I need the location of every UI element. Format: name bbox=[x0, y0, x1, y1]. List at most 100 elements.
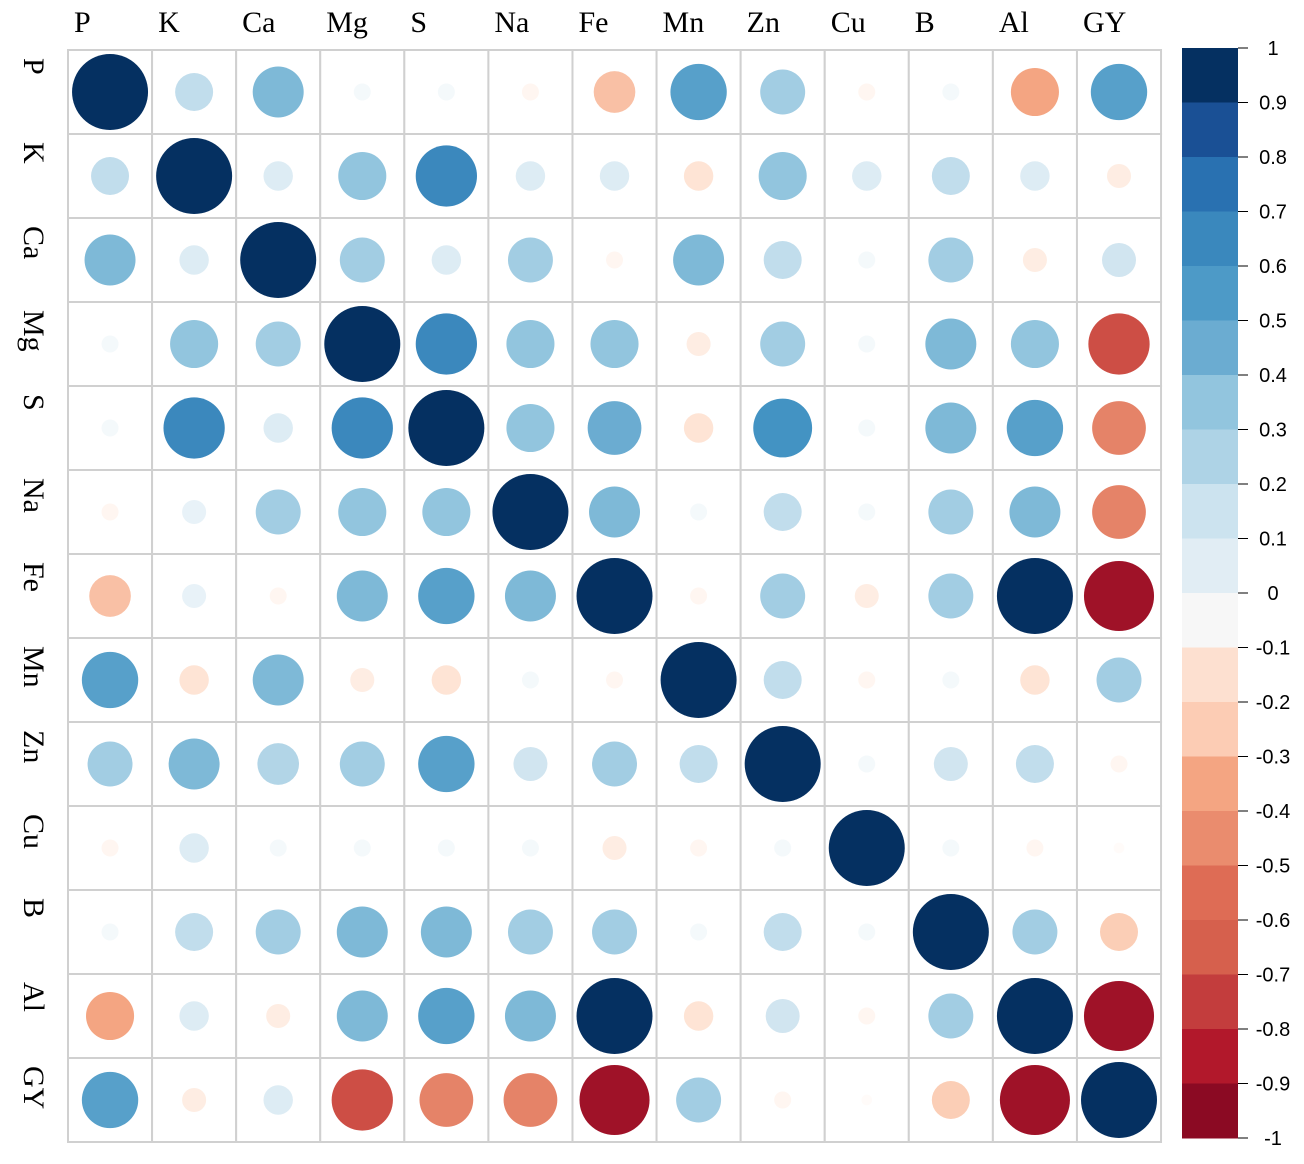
corr-circle-GY-Mn bbox=[676, 1077, 722, 1123]
colorbar-segment bbox=[1182, 320, 1238, 376]
corr-circle-S-K bbox=[163, 397, 225, 459]
corr-circle-B-P bbox=[101, 923, 119, 941]
corr-circle-Mg-Mg bbox=[324, 306, 401, 382]
corr-circle-Mn-Ca bbox=[252, 654, 304, 706]
corr-circle-K-Mn bbox=[683, 161, 714, 191]
corr-circle-Al-Ca bbox=[266, 1003, 291, 1029]
corr-circle-Na-K bbox=[182, 499, 207, 525]
corr-circle-Ca-Mn bbox=[673, 234, 725, 286]
corr-circle-Na-Mg bbox=[338, 487, 387, 537]
corr-circle-P-Fe bbox=[593, 71, 636, 113]
row-label-GY: GY bbox=[17, 1066, 50, 1109]
corr-circle-Fe-B bbox=[928, 573, 974, 619]
corr-circle-Cu-GY bbox=[1113, 842, 1125, 854]
corr-circle-Mg-Zn bbox=[760, 321, 806, 367]
colorbar-tick-label: -0.7 bbox=[1256, 965, 1290, 987]
corr-circle-Zn-Na bbox=[513, 747, 548, 781]
corr-circle-Na-Na bbox=[492, 474, 569, 550]
row-label-Mg: Mg bbox=[17, 310, 50, 352]
corr-circle-GY-Cu bbox=[861, 1094, 873, 1106]
corr-circle-K-Mg bbox=[338, 151, 387, 201]
corr-circle-Al-Mn bbox=[683, 1001, 714, 1031]
colorbar-tick-label: -0.6 bbox=[1256, 910, 1290, 932]
corr-circle-GY-Na bbox=[503, 1073, 558, 1127]
corr-circle-GY-B bbox=[931, 1081, 970, 1119]
corr-circle-P-Zn bbox=[760, 69, 806, 115]
colorbar-segment bbox=[1182, 375, 1238, 430]
corr-circle-Ca-Mg bbox=[339, 237, 385, 283]
row-label-Na: Na bbox=[17, 478, 50, 513]
corr-circle-GY-Ca bbox=[263, 1085, 293, 1115]
corr-circle-Mg-Fe bbox=[590, 319, 639, 369]
corr-circle-Al-K bbox=[179, 1001, 209, 1031]
corr-circle-K-K bbox=[156, 138, 233, 214]
corr-circle-K-Na bbox=[515, 161, 546, 191]
corr-circle-P-K bbox=[175, 73, 214, 111]
corr-circle-Fe-Na bbox=[504, 570, 556, 622]
corr-circle-Fe-Cu bbox=[854, 583, 879, 609]
column-label-Fe: Fe bbox=[578, 6, 608, 39]
corr-circle-Cu-Mg bbox=[353, 839, 371, 857]
corr-circle-Al-Al bbox=[996, 978, 1073, 1054]
colorbar-segment bbox=[1182, 593, 1238, 648]
corr-circle-Mn-Zn bbox=[763, 661, 802, 699]
corr-circle-GY-Zn bbox=[774, 1091, 792, 1109]
corr-circle-Ca-Cu bbox=[858, 251, 876, 269]
grid-layer bbox=[67, 49, 1163, 1143]
corr-circle-Cu-Na bbox=[521, 839, 539, 857]
grid-cell-Ca-GY bbox=[1075, 217, 1163, 303]
corr-circle-S-GY bbox=[1092, 401, 1146, 455]
colorbar-segment bbox=[1182, 1083, 1238, 1139]
corr-circle-P-P bbox=[72, 54, 149, 130]
column-label-Mg: Mg bbox=[326, 6, 368, 39]
corr-circle-B-Ca bbox=[255, 909, 301, 955]
corr-circle-Cu-P bbox=[101, 839, 119, 857]
corr-circle-Cu-Mn bbox=[690, 839, 708, 857]
column-labels: P K Ca Mg S Na Fe Mn Zn Cu B Al GY bbox=[74, 6, 1126, 39]
corr-circle-S-Na bbox=[506, 403, 555, 453]
column-label-Zn: Zn bbox=[747, 6, 780, 39]
column-label-Cu: Cu bbox=[831, 6, 866, 39]
corr-circle-Zn-P bbox=[87, 741, 133, 787]
corr-circle-Cu-Fe bbox=[602, 835, 627, 861]
column-label-Al: Al bbox=[999, 6, 1029, 39]
corr-circle-Mn-Cu bbox=[858, 671, 876, 689]
corr-circle-GY-Mg bbox=[331, 1069, 393, 1131]
row-label-Ca: Ca bbox=[17, 226, 50, 259]
corr-circle-Fe-Mn bbox=[690, 587, 708, 605]
corr-circle-Mn-B bbox=[942, 671, 960, 689]
corr-circle-K-Al bbox=[1020, 161, 1050, 191]
corr-circle-Zn-B bbox=[933, 747, 968, 781]
corr-circle-Ca-B bbox=[928, 237, 974, 283]
corr-circle-Mn-Fe bbox=[606, 671, 624, 689]
corr-circle-Mn-Na bbox=[521, 671, 539, 689]
corr-circle-B-Cu bbox=[858, 923, 876, 941]
column-label-Mn: Mn bbox=[663, 6, 705, 39]
corr-circle-Al-Na bbox=[504, 990, 556, 1042]
corr-circle-Ca-Fe bbox=[606, 251, 624, 269]
row-label-Cu: Cu bbox=[17, 814, 50, 849]
column-label-K: K bbox=[158, 6, 180, 39]
corr-circle-S-Al bbox=[1006, 399, 1064, 457]
corr-circle-Al-GY bbox=[1083, 980, 1155, 1052]
column-label-Na: Na bbox=[494, 6, 529, 39]
corr-circle-Ca-Ca bbox=[240, 222, 317, 298]
corr-circle-Mg-Cu bbox=[858, 335, 876, 353]
corr-circle-Fe-Al bbox=[996, 558, 1073, 634]
corr-circle-Zn-Mg bbox=[339, 741, 385, 787]
colorbar-segment bbox=[1182, 429, 1238, 485]
corr-circle-Mg-Mn bbox=[686, 331, 711, 357]
corr-circle-Mg-K bbox=[170, 319, 219, 369]
corr-circle-S-Ca bbox=[263, 413, 293, 443]
corr-circle-Ca-Al bbox=[1022, 247, 1047, 273]
row-label-Al: Al bbox=[17, 982, 50, 1012]
corr-circle-Zn-Al bbox=[1015, 745, 1054, 783]
corr-circle-Zn-Cu bbox=[858, 755, 876, 773]
column-label-S: S bbox=[410, 6, 427, 39]
corr-circle-Al-S bbox=[418, 987, 475, 1045]
corr-circle-P-GY bbox=[1090, 63, 1148, 121]
corr-circle-S-B bbox=[925, 402, 977, 454]
corr-circle-B-S bbox=[420, 906, 472, 958]
corr-circle-K-B bbox=[931, 157, 970, 195]
